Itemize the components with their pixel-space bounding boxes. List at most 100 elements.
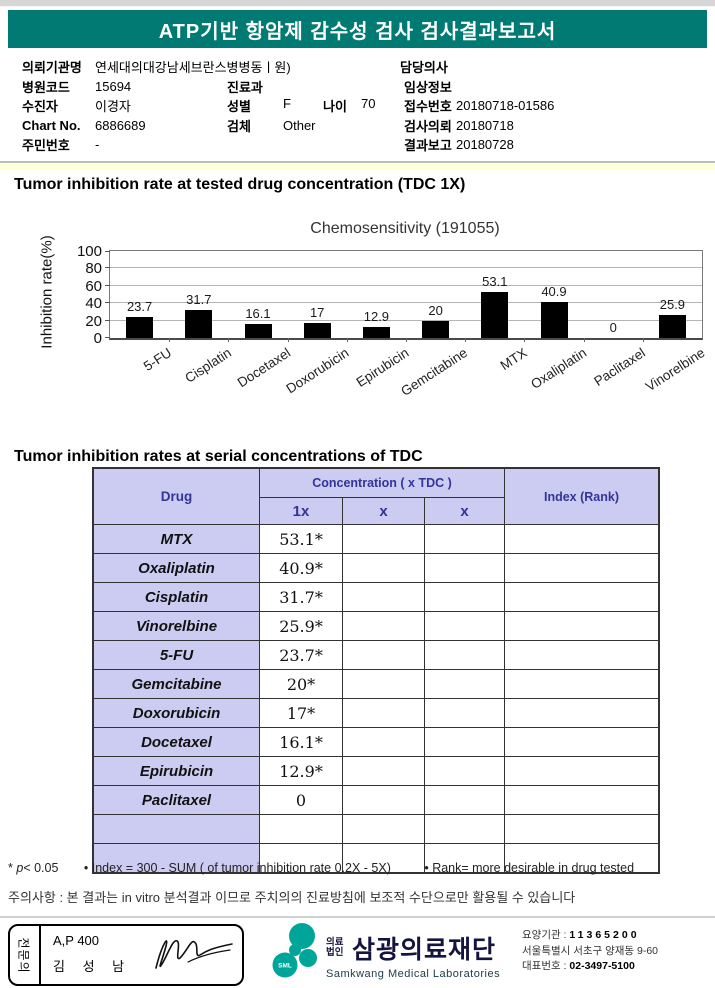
x-axis-tick [583, 338, 585, 342]
table-cell [342, 756, 425, 786]
table-row: Docetaxel 16.1* [92, 727, 660, 757]
y-axis-tick [105, 337, 110, 338]
x-axis-label-slot: Vinorelbine [642, 342, 708, 438]
table-cell [504, 814, 660, 844]
bar-value-label: 31.7 [186, 292, 212, 308]
info-value-patient: 이경자 [95, 99, 131, 115]
table-cell [424, 843, 505, 874]
x-axis-tick [169, 338, 171, 342]
logo-text-column: 의료 법인 삼광의료재단 Samkwang Medical Laboratori… [326, 922, 500, 984]
y-axis-tick-label: 40 [85, 295, 102, 313]
report-title: ATP기반 항암제 감수성 검사 검사결과보고서 [158, 20, 557, 43]
x-axis-label-slot: Doxorubicin [284, 342, 352, 438]
table-cell: Docetaxel [92, 727, 260, 757]
footer-divider [0, 916, 715, 918]
table-cell [424, 698, 505, 728]
table-footnotes: * p< 0.05 • Index = 300 - SUM ( of tumor… [8, 861, 634, 875]
table-cell [342, 582, 425, 612]
bar-Oxaliplatin [540, 302, 568, 338]
concentration-table: Drug Concentration ( x TDC ) Index (Rank… [92, 467, 660, 874]
info-label-institution: 의뢰기관명 [22, 60, 82, 76]
x-axis-label: Paclitaxel [591, 345, 648, 390]
chart-title: Chemosensitivity (191055) [310, 220, 500, 237]
x-axis-label: Gemcitabine [398, 345, 471, 399]
info-label-clinical-info: 임상정보 [404, 79, 452, 95]
x-axis-label-slot: 5-FU [109, 342, 174, 438]
stamp-code: A,P 400 [53, 933, 100, 948]
table-cell [424, 727, 505, 757]
bar-chart-plot-area: 0 20 40 60 80 100 23.7 31.7 16.1 17 12.9 20 53.1 40.9… [77, 243, 703, 347]
stamp-doctor-name: 김 성 남 [53, 959, 132, 974]
info-label-test-request-date: 검사의뢰 [404, 118, 452, 134]
table-cell [342, 640, 425, 670]
y-axis-tick-label: 20 [85, 312, 102, 330]
table-cell [424, 756, 505, 786]
x-axis-tick [346, 338, 348, 342]
y-axis-tick-label: 80 [85, 260, 102, 278]
contact-institution-line: 요양기관 : 11365200 [522, 928, 658, 944]
table-cell [504, 756, 660, 786]
info-value-test-request-date: 20180718 [456, 117, 514, 133]
bar-value-label: 53.1 [482, 273, 508, 289]
y-axis-tick [105, 284, 110, 286]
table-cell: 12.9* [259, 756, 343, 786]
stamp-content: A,P 400 김 성 남 [41, 926, 242, 984]
contact-phone-line: 대표번호 : 02-3497-5100 [522, 959, 658, 975]
footnote-rank: • Rank= more desirable in drug tested [424, 861, 635, 875]
y-axis-tick [105, 319, 110, 321]
table-row [92, 843, 660, 874]
table-cell [342, 611, 425, 641]
x-axis-label-slot: MTX [464, 342, 529, 438]
table-section-title: Tumor inhibition rates at serial concent… [14, 448, 423, 465]
info-label-resident-no: 주민번호 [22, 138, 70, 154]
table-cell [424, 640, 505, 670]
table-row: 5-FU 23.7* [92, 640, 660, 670]
table-cell [504, 553, 660, 583]
table-cell [504, 611, 660, 641]
table-row: Epirubicin 12.9* [92, 756, 660, 786]
chart-x-axis-labels: 5-FU Cisplatin Docetaxel Doxorubicin Epirubi… [109, 342, 708, 438]
bar-Vinorelbine [658, 315, 686, 338]
patient-info-section: 의뢰기관명 연세대의대강남세브란스병병동ㅣ원) 담당의사 병원코드 15694 … [22, 57, 710, 155]
info-sex-age-group: F 나이 70 [283, 96, 404, 115]
y-axis-tick [105, 302, 110, 304]
contact-address-line: 서울특별시 서초구 양재동 9-60 [522, 944, 659, 957]
x-axis-tick [524, 338, 526, 342]
info-value-report-date: 20180728 [456, 137, 514, 153]
table-cell [259, 814, 343, 844]
table-cell [342, 698, 425, 728]
table-subheader-x2: x [424, 497, 505, 525]
org-name: 삼광의료재단 [352, 936, 497, 964]
x-axis-label: Oxaliplatin [527, 345, 589, 392]
table-cell: Paclitaxel [92, 785, 260, 815]
section-divider [0, 161, 715, 169]
info-label-report-date: 결과보고 [404, 138, 452, 154]
info-value-institution: 연세대의대강남세브란스병병동ㅣ원) [95, 60, 291, 76]
signature-scribble [155, 939, 233, 969]
info-value-chart-no: 6886689 [95, 117, 146, 133]
table-cell: Oxaliplatin [92, 553, 260, 583]
info-label-chart-no: Chart No. [22, 117, 81, 133]
bar-Epirubicin [362, 326, 390, 338]
table-cell [504, 843, 660, 874]
chart-gridline [110, 267, 702, 269]
specialist-stamp-box: 전문의 A,P 400 김 성 남 [8, 924, 244, 986]
info-value-receipt-no: 20180718-01586 [456, 98, 555, 114]
x-axis-label: Doxorubicin [283, 345, 352, 397]
table-cell [342, 669, 425, 699]
table-row: Vinorelbine 25.9* [92, 611, 660, 641]
x-axis-tick [228, 338, 230, 342]
table-header-concentration: Concentration ( x TDC ) [259, 467, 505, 498]
table-cell [259, 843, 343, 874]
table-subheader-x1: x [342, 497, 425, 525]
info-label-hospital-code: 병원코드 [22, 79, 70, 95]
table-cell: 23.7* [259, 640, 343, 670]
table-cell [424, 669, 505, 699]
x-axis-label-slot: Gemcitabine [399, 342, 471, 438]
x-axis-tick [287, 338, 289, 342]
x-axis-label-slot: Docetaxel [227, 342, 293, 438]
table-row: MTX 53.1* [92, 524, 660, 554]
x-axis-tick [642, 338, 644, 342]
y-axis-tick [105, 251, 110, 252]
